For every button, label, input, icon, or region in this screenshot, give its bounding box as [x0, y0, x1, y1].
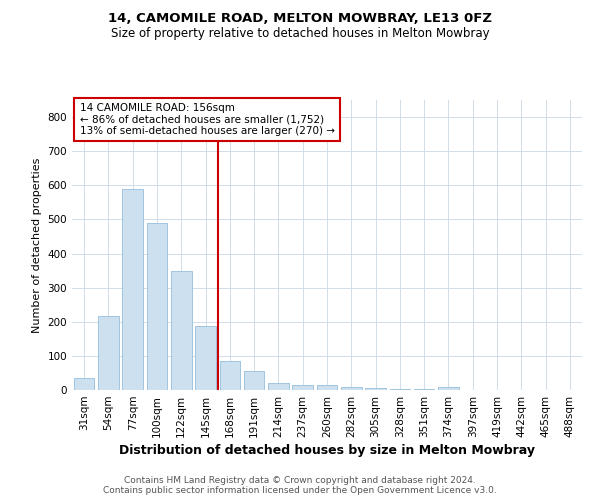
Bar	[122, 188, 143, 390]
Bar	[171, 270, 191, 390]
Y-axis label: Number of detached properties: Number of detached properties	[32, 158, 42, 332]
Bar	[244, 371, 265, 390]
Bar	[317, 385, 337, 390]
Bar	[438, 388, 459, 390]
Bar	[74, 378, 94, 390]
Bar	[195, 326, 216, 390]
Bar	[414, 389, 434, 390]
Bar	[146, 223, 167, 390]
Text: Contains HM Land Registry data © Crown copyright and database right 2024.
Contai: Contains HM Land Registry data © Crown c…	[103, 476, 497, 495]
Bar	[389, 389, 410, 390]
Bar	[341, 388, 362, 390]
Bar	[220, 361, 240, 390]
X-axis label: Distribution of detached houses by size in Melton Mowbray: Distribution of detached houses by size …	[119, 444, 535, 457]
Text: 14, CAMOMILE ROAD, MELTON MOWBRAY, LE13 0FZ: 14, CAMOMILE ROAD, MELTON MOWBRAY, LE13 …	[108, 12, 492, 26]
Bar	[292, 385, 313, 390]
Bar	[365, 388, 386, 390]
Text: 14 CAMOMILE ROAD: 156sqm
← 86% of detached houses are smaller (1,752)
13% of sem: 14 CAMOMILE ROAD: 156sqm ← 86% of detach…	[80, 103, 335, 136]
Text: Size of property relative to detached houses in Melton Mowbray: Size of property relative to detached ho…	[110, 28, 490, 40]
Bar	[98, 316, 119, 390]
Bar	[268, 383, 289, 390]
